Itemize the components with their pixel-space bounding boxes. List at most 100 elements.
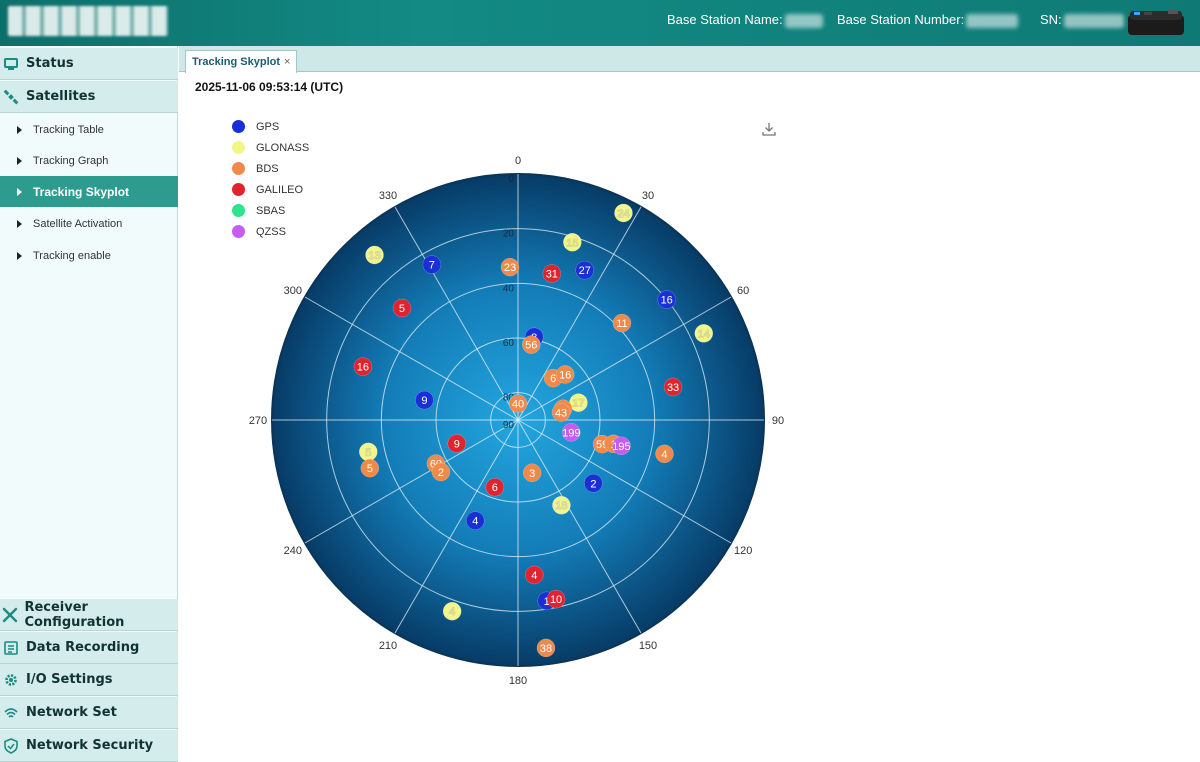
gear-icon bbox=[2, 671, 20, 689]
tab-tracking-skyplot[interactable]: Tracking Skyplot × bbox=[185, 50, 298, 73]
serial-number-label: SN: bbox=[1040, 12, 1062, 27]
legend-item-galileo[interactable]: GALILEO bbox=[232, 179, 309, 200]
satellite-galileo-31: 31 bbox=[542, 264, 562, 283]
azimuth-tick-label: 270 bbox=[249, 415, 267, 427]
sidebar-item-io-settings[interactable]: I/O Settings bbox=[0, 664, 178, 696]
satellite-glonass-4: 4 bbox=[442, 601, 462, 621]
elevation-tick-label: 0 bbox=[508, 174, 514, 185]
satellite-marker bbox=[392, 298, 412, 318]
satellite-label: 6 bbox=[550, 373, 556, 385]
azimuth-tick-label: 30 bbox=[642, 190, 654, 202]
sidebar-subitem-label: Tracking Graph bbox=[33, 154, 109, 167]
legend-item-sbas[interactable]: SBAS bbox=[232, 200, 309, 221]
satellite-label: 3 bbox=[529, 468, 535, 480]
sidebar-subitem-tracking-enable[interactable]: Tracking enable bbox=[0, 240, 178, 271]
satellite-marker bbox=[614, 203, 633, 223]
sidebar-subitem-tracking-table[interactable]: Tracking Table bbox=[0, 114, 178, 145]
satellite-bds-38: 38 bbox=[536, 638, 556, 658]
satellite-label: 31 bbox=[546, 269, 558, 281]
monitor-icon bbox=[2, 55, 20, 73]
satellite-galileo-9: 9 bbox=[447, 434, 467, 453]
satellite-gps-9: 9 bbox=[415, 390, 434, 410]
satellite-galileo-4: 4 bbox=[525, 565, 544, 585]
satellite-glonass-14: 14 bbox=[694, 324, 714, 343]
sidebar-item-label: I/O Settings bbox=[26, 672, 113, 687]
sidebar-subitem-tracking-skyplot[interactable]: Tracking Skyplot bbox=[0, 176, 178, 207]
satellite-marker bbox=[655, 444, 674, 464]
sidebar-item-label: Satellites bbox=[26, 89, 96, 104]
sidebar-item-label: Receiver Configuration bbox=[24, 599, 125, 630]
sidebar-item-status[interactable]: Status bbox=[0, 48, 178, 80]
satellite-marker bbox=[563, 233, 582, 252]
satellite-icon bbox=[2, 88, 20, 106]
satellite-marker bbox=[536, 638, 556, 658]
legend-dot bbox=[232, 141, 245, 154]
satellite-bds-2: 2 bbox=[431, 462, 451, 482]
satellite-glonass-15: 15 bbox=[563, 233, 582, 252]
satellite-galileo-6: 6 bbox=[485, 477, 505, 497]
satellite-qzss-195: 195 bbox=[612, 436, 631, 456]
satellite-marker bbox=[525, 565, 544, 585]
tab-label: Tracking Skyplot bbox=[192, 56, 281, 68]
sidebar-item-data-recording[interactable]: Data Recording bbox=[0, 632, 178, 664]
satellite-gps-4: 4 bbox=[466, 511, 485, 530]
legend-dot bbox=[232, 183, 245, 196]
legend-item-qzss[interactable]: QZSS bbox=[232, 221, 309, 242]
satellite-label: 11 bbox=[616, 318, 627, 330]
satellite-label: 16 bbox=[661, 295, 673, 307]
satellite-galileo-16: 16 bbox=[353, 357, 373, 376]
satellite-marker bbox=[555, 365, 575, 384]
legend-label: SBAS bbox=[256, 204, 286, 217]
satellite-label: 27 bbox=[579, 265, 591, 277]
satellite-label: 14 bbox=[698, 328, 710, 340]
sidebar-item-label: Status bbox=[26, 56, 74, 71]
satellite-marker bbox=[612, 313, 632, 333]
satellite-gps-16: 16 bbox=[657, 290, 676, 309]
caret-right-icon bbox=[17, 219, 22, 228]
satellite-label: 10 bbox=[550, 594, 562, 606]
sidebar-item-satellites[interactable]: Satellites bbox=[0, 81, 178, 113]
legend-dot bbox=[232, 204, 245, 217]
satellite-bds-40: 40 bbox=[508, 394, 528, 413]
satellite-marker bbox=[485, 477, 505, 497]
satellite-bds-16: 16 bbox=[555, 365, 575, 384]
elevation-tick-label: 90 bbox=[503, 420, 515, 431]
satellite-glonass-5: 5 bbox=[359, 442, 378, 462]
satellite-label: 56 bbox=[525, 340, 537, 352]
base-station-number: Base Station Number: bbox=[837, 12, 1019, 28]
satellite-label: 7 bbox=[429, 260, 435, 272]
skyplot-chart: 0306090120150180210240270300330020406080… bbox=[249, 155, 784, 687]
satellite-marker bbox=[546, 589, 566, 609]
satellite-label: 9 bbox=[421, 395, 427, 407]
satellite-label: 24 bbox=[617, 208, 629, 220]
satellite-marker bbox=[694, 324, 714, 343]
satellite-label: 16 bbox=[559, 369, 571, 381]
legend-item-gps[interactable]: GPS bbox=[232, 116, 309, 137]
satellite-label: 195 bbox=[612, 441, 630, 453]
sidebar-item-network-set[interactable]: Network Set bbox=[0, 697, 178, 729]
azimuth-tick-label: 120 bbox=[734, 545, 752, 557]
azimuth-spoke bbox=[304, 419, 519, 544]
sidebar-subitem-tracking-graph[interactable]: Tracking Graph bbox=[0, 145, 178, 176]
satellite-marker bbox=[562, 423, 581, 442]
satellite-galileo-5: 5 bbox=[392, 298, 412, 318]
legend-item-bds[interactable]: BDS bbox=[232, 158, 309, 179]
sidebar-subitem-satellite-activation[interactable]: Satellite Activation bbox=[0, 208, 178, 239]
download-icon[interactable] bbox=[761, 121, 777, 137]
satellite-marker bbox=[365, 245, 384, 265]
sidebar-item-network-security[interactable]: Network Security bbox=[0, 730, 178, 762]
receiver-device-icon bbox=[1128, 10, 1184, 35]
satellite-marker bbox=[508, 394, 528, 413]
sidebar-item-receiver-configuration[interactable]: Receiver Configuration bbox=[0, 599, 178, 631]
azimuth-tick-label: 180 bbox=[509, 675, 527, 687]
legend-label: BDS bbox=[256, 162, 279, 175]
satellite-marker bbox=[466, 511, 485, 530]
base-station-name-label: Base Station Name: bbox=[667, 12, 783, 27]
satellite-galileo-10: 10 bbox=[546, 589, 566, 609]
database-icon bbox=[2, 639, 20, 657]
redacted-value bbox=[1063, 13, 1124, 28]
satellite-bds-11: 11 bbox=[612, 313, 632, 333]
top-header: Base Station Name: Base Station Number: … bbox=[0, 0, 1200, 46]
close-icon[interactable]: × bbox=[284, 56, 291, 68]
legend-item-glonass[interactable]: GLONASS bbox=[232, 137, 309, 158]
